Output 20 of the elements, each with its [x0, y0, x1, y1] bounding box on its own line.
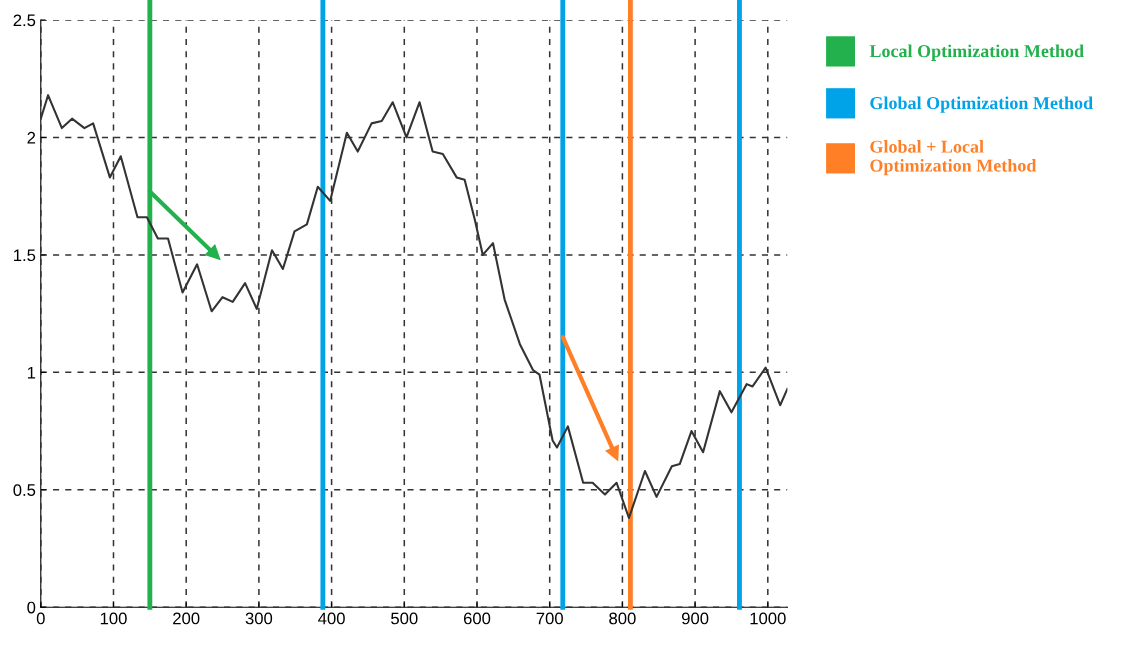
ref-line-label: Global Optimization Method — [870, 96, 1093, 113]
x-tick-label: 600 — [463, 612, 491, 625]
x-tick-label: 100 — [100, 612, 127, 625]
x-tick-label: 800 — [609, 612, 636, 625]
y-tick-label: 0 — [27, 601, 36, 614]
x-tick-label: 1000 — [750, 612, 786, 625]
x-tick-label: 300 — [245, 612, 273, 625]
x-tick-label: 200 — [173, 612, 200, 625]
x-tick-label: 0 — [36, 612, 45, 625]
y-tick-label: 2 — [27, 131, 36, 144]
y-tick-label: 1.5 — [14, 249, 36, 262]
x-tick-label: 700 — [536, 612, 563, 625]
ref-line-label: Local Optimization Method — [869, 44, 1084, 61]
x-tick-label: 500 — [391, 612, 418, 625]
y-tick-label: 0.5 — [13, 484, 36, 496]
x-tick-label: 900 — [681, 612, 709, 625]
y-tick-label: 2.5 — [13, 14, 36, 27]
y-tick-label: 1 — [27, 366, 36, 379]
x-tick-label: 400 — [318, 612, 345, 625]
ref-line-label: Global + Local Optimization Method — [870, 140, 1037, 176]
